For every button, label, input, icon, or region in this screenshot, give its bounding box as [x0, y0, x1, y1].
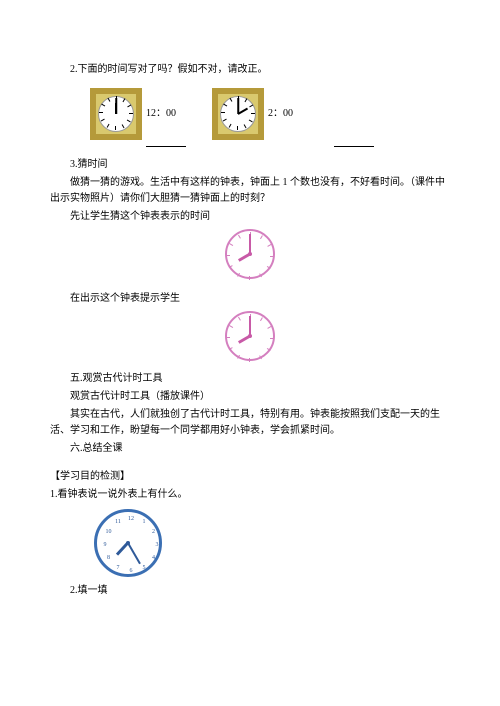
- big-blue-clock: 123456789101112: [94, 509, 162, 577]
- sec5-line3: 六.总结全课: [50, 441, 450, 457]
- assess-header: 【学习目的检测】: [50, 469, 450, 485]
- clock-number: 3: [156, 541, 159, 551]
- answer-line-1[interactable]: [146, 146, 186, 147]
- round-clock-a: [225, 229, 275, 279]
- round-clock-b: [225, 311, 275, 361]
- clock-number: 8: [107, 554, 110, 564]
- clock-number: 2: [152, 528, 155, 538]
- clock-number: 6: [130, 567, 133, 577]
- clock-number: 10: [105, 528, 111, 538]
- q3-title: 3.猜时间: [50, 157, 450, 173]
- sec5-line2: 其实在古代，人们就独创了古代计时工具，特别有用。钟表能按照我们支配一天的生活、学…: [50, 407, 450, 439]
- square-clock-1: [90, 88, 142, 140]
- square-clock-2: [212, 88, 264, 140]
- clock-number: 5: [143, 564, 146, 574]
- sec5-line1: 观赏古代计时工具（播放课件）: [50, 389, 450, 405]
- q2-clock-row: 12：00 2：00: [90, 88, 450, 140]
- answer-line-2[interactable]: [334, 146, 374, 147]
- q3-line2: 先让学生猜这个钟表表示的时间: [50, 209, 450, 225]
- q2-clock-2-group: 2：00: [212, 88, 293, 140]
- clock-number: 11: [115, 519, 121, 529]
- assess-q1: 1.看钟表说一说外表上有什么。: [50, 487, 450, 503]
- clock-number: 9: [104, 541, 107, 551]
- sec5-title: 五.观赏古代计时工具: [50, 371, 450, 387]
- q2-clock-2-label: 2：00: [268, 106, 293, 122]
- clock-number: 7: [117, 564, 120, 574]
- q2-clock-1-label: 12：00: [146, 106, 176, 122]
- q2-clock-1-group: 12：00: [90, 88, 176, 140]
- q3-clock-b-wrap: [50, 311, 450, 361]
- q3-line3: 在出示这个钟表提示学生: [50, 291, 450, 307]
- q3-clock-a-wrap: [50, 229, 450, 279]
- assess-q2: 2.填一填: [50, 583, 450, 599]
- clock-number: 4: [152, 554, 155, 564]
- worksheet-page: 2.下面的时间写对了吗？假如不对，请改正。 12：00 2：00 3.猜时间 做…: [0, 0, 500, 706]
- clock-number: 12: [128, 515, 134, 525]
- clock-number: 1: [143, 519, 146, 529]
- q3-line1: 做猜一猜的游戏。生活中有这样的钟表，钟面上 1 个数也没有，不好看时间。（课件中…: [50, 175, 450, 207]
- q2-prompt: 2.下面的时间写对了吗？假如不对，请改正。: [50, 62, 450, 78]
